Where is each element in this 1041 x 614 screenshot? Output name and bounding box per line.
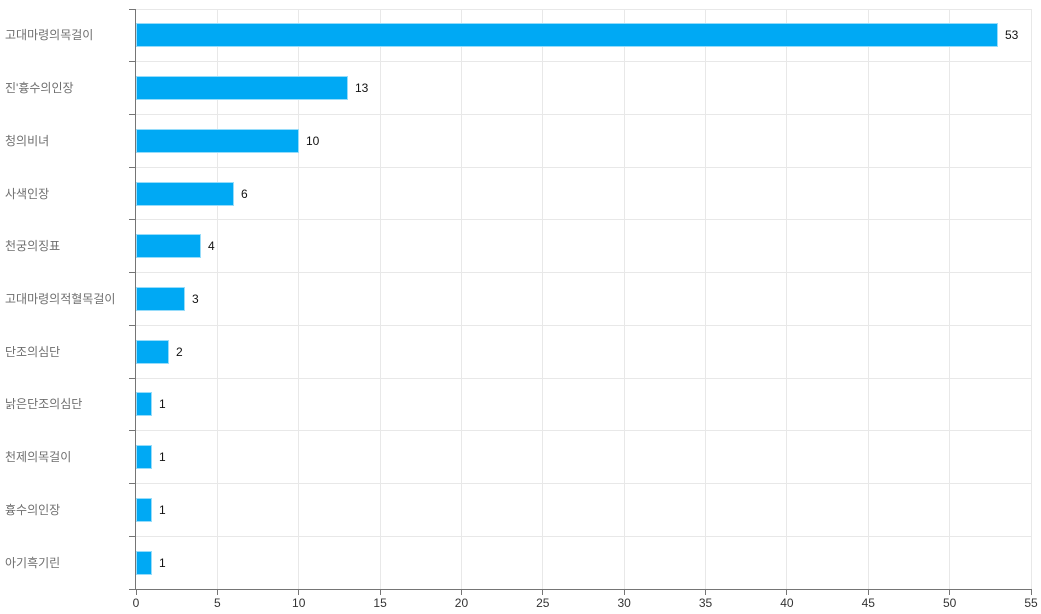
bar: [136, 23, 998, 47]
category-label: 진'흉수의인장: [5, 81, 74, 95]
x-gridline: [623, 9, 625, 589]
value-label: 1: [159, 397, 166, 411]
x-gridline: [379, 9, 381, 589]
value-label: 10: [306, 134, 320, 148]
y-gridline: [136, 324, 1031, 326]
x-axis-tick: [1030, 589, 1032, 595]
bar: [136, 234, 201, 258]
x-axis-tick: [542, 589, 544, 595]
y-gridline: [136, 219, 1031, 221]
x-gridline: [867, 9, 869, 589]
x-tick-label: 50: [942, 596, 957, 610]
x-tick-label: 0: [132, 596, 140, 610]
x-tick-label: 25: [536, 596, 550, 610]
value-label: 2: [176, 345, 183, 359]
y-gridline: [136, 483, 1031, 485]
y-gridline: [136, 8, 1031, 10]
category-label: 청의비녀: [5, 134, 50, 148]
y-axis-tick: [129, 588, 136, 590]
category-label: 단조의심단: [5, 345, 61, 359]
x-axis-tick: [460, 589, 462, 595]
x-axis-tick: [949, 589, 951, 595]
x-gridline: [705, 9, 707, 589]
value-label: 1: [159, 556, 166, 570]
category-label: 고대마령의적혈목걸이: [5, 292, 116, 306]
bar: [136, 340, 169, 364]
x-tick-label: 40: [780, 596, 794, 610]
x-tick-label: 30: [617, 596, 631, 610]
x-tick-label: 15: [373, 596, 387, 610]
x-tick-label: 10: [292, 596, 306, 610]
value-label: 3: [192, 292, 199, 306]
value-label: 1: [159, 503, 166, 517]
bar: [136, 445, 152, 469]
bar: [136, 129, 299, 153]
x-gridline: [1030, 9, 1032, 589]
x-tick-label: 55: [1024, 596, 1038, 610]
x-tick-label: 35: [698, 596, 713, 610]
y-axis-tick: [129, 483, 136, 485]
x-tick-label: 20: [454, 596, 469, 610]
category-label: 낡은단조의심단: [5, 397, 83, 411]
x-axis-tick: [786, 589, 788, 595]
x-axis-tick: [867, 589, 869, 595]
category-label: 천궁의징표: [5, 239, 61, 253]
y-axis-tick: [129, 535, 136, 537]
bar: [136, 498, 152, 522]
category-label: 흉수의인장: [5, 503, 61, 517]
x-gridline: [786, 9, 788, 589]
y-gridline: [136, 377, 1031, 379]
y-axis-tick: [129, 219, 136, 221]
x-axis-line: [135, 589, 1032, 590]
x-gridline: [542, 9, 544, 589]
x-gridline: [298, 9, 300, 589]
category-label: 아기흑기린: [5, 556, 61, 570]
x-axis-tick: [216, 589, 218, 595]
x-tick-label: 5: [214, 596, 221, 610]
x-gridline: [460, 9, 462, 589]
y-axis-tick: [129, 166, 136, 168]
x-axis-tick: [379, 589, 381, 595]
bar: [136, 76, 348, 100]
y-gridline: [136, 272, 1031, 274]
y-axis-tick: [129, 272, 136, 274]
value-label: 13: [355, 81, 369, 95]
x-axis-tick: [135, 589, 137, 595]
bar: [136, 551, 152, 575]
x-axis-tick: [623, 589, 625, 595]
value-label: 53: [1005, 28, 1019, 42]
bar: [136, 182, 234, 206]
value-label: 4: [208, 239, 215, 253]
y-axis-tick: [129, 113, 136, 115]
category-label: 사색인장: [5, 187, 50, 201]
category-label: 고대마령의목걸이: [5, 28, 94, 42]
y-gridline: [136, 535, 1031, 537]
category-label: 천제의목걸이: [5, 450, 72, 464]
x-axis-tick: [298, 589, 300, 595]
y-axis-tick: [129, 430, 136, 432]
x-axis-tick: [705, 589, 707, 595]
x-gridline: [949, 9, 951, 589]
y-gridline: [136, 61, 1031, 63]
x-tick-label: 45: [861, 596, 875, 610]
bar: [136, 392, 152, 416]
bar: [136, 287, 185, 311]
y-gridline: [136, 166, 1031, 168]
y-axis-tick: [129, 8, 136, 10]
y-axis-line: [135, 9, 136, 590]
y-axis-tick: [129, 61, 136, 63]
value-label: 1: [159, 450, 166, 464]
y-axis-tick: [129, 377, 136, 379]
value-label: 6: [241, 187, 248, 201]
y-gridline: [136, 113, 1031, 115]
x-gridline: [216, 9, 218, 589]
y-axis-tick: [129, 324, 136, 326]
y-gridline: [136, 430, 1031, 432]
